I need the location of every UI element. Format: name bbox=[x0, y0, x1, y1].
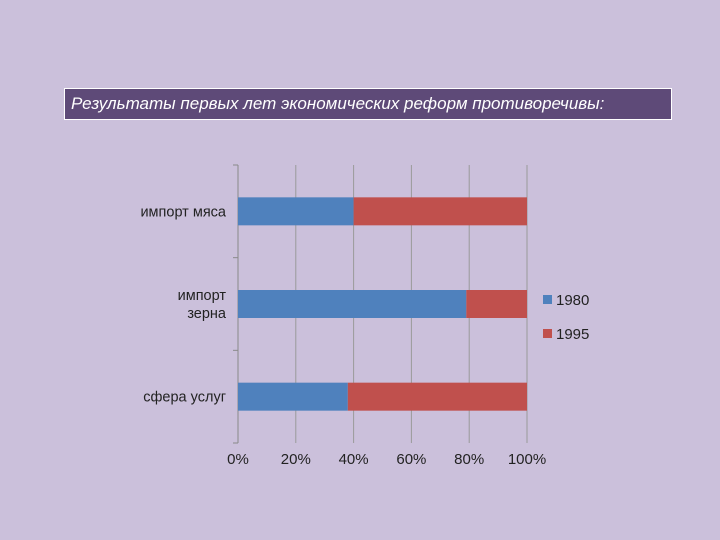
category-label: зерна bbox=[187, 306, 227, 322]
x-tick-label: 60% bbox=[396, 451, 426, 468]
x-tick-label: 40% bbox=[339, 451, 369, 468]
legend-swatch bbox=[543, 329, 552, 338]
bar-segment-1995 bbox=[466, 290, 527, 318]
bar-segment-1995 bbox=[347, 382, 527, 411]
bar-segment-1980 bbox=[238, 290, 467, 318]
x-tick-label: 20% bbox=[281, 451, 311, 468]
x-tick-label: 100% bbox=[508, 451, 546, 468]
legend-label: 1980 bbox=[556, 292, 589, 309]
x-tick-label: 0% bbox=[227, 451, 249, 468]
category-label: импорт bbox=[178, 288, 227, 304]
slide-title: Результаты первых лет экономических рефо… bbox=[64, 88, 672, 120]
category-label: импорт мяса bbox=[140, 204, 226, 220]
bar-segment-1980 bbox=[238, 197, 354, 226]
x-tick-label: 80% bbox=[454, 451, 484, 468]
legend-swatch bbox=[543, 295, 552, 304]
bar-segment-1995 bbox=[353, 197, 527, 226]
legend-label: 1995 bbox=[556, 326, 589, 343]
category-label: сфера услуг bbox=[143, 390, 226, 406]
bar-segment-1980 bbox=[238, 382, 348, 411]
